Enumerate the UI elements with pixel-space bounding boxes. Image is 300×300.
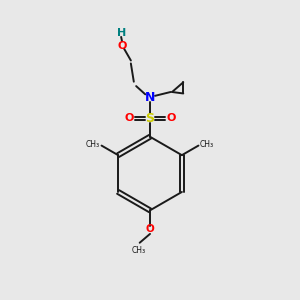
Text: CH₃: CH₃: [200, 140, 214, 149]
Text: O: O: [124, 113, 134, 124]
Text: CH₃: CH₃: [86, 140, 100, 149]
Text: H: H: [116, 28, 126, 38]
Text: S: S: [146, 112, 154, 125]
Text: O: O: [167, 113, 176, 124]
Text: O: O: [146, 224, 154, 235]
Text: N: N: [145, 91, 155, 104]
Text: O: O: [118, 41, 127, 51]
Text: CH₃: CH₃: [131, 246, 145, 255]
